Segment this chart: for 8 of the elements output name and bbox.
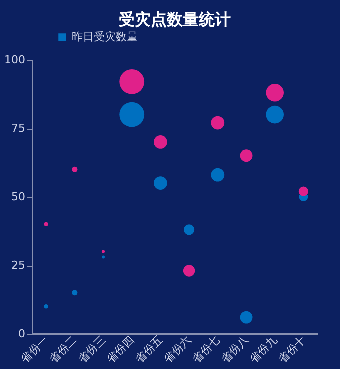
x-tick-label: 省份九 [247, 334, 280, 366]
chart-title: 受灾点数量统计 [118, 10, 231, 29]
y-tick-label: 100 [4, 54, 26, 66]
legend-label: 昨日受灾数量 [72, 30, 138, 44]
y-tick-label: 0 [18, 328, 26, 340]
y-tick-label: 75 [12, 122, 26, 135]
y-tick-label: 50 [12, 190, 26, 204]
y-tick-label: 25 [12, 259, 26, 272]
